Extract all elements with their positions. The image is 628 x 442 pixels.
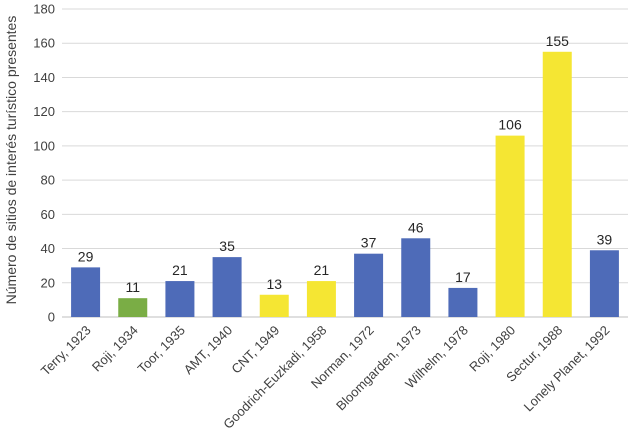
y-tick-label: 0 [48,310,55,325]
bar [306,281,336,317]
x-tick-label: Roji, 1934 [89,323,141,375]
data-label: 39 [597,231,613,247]
value-labels: 29 11 21 35 13 21 37 46 17 106 155 39 [78,33,613,295]
bar [165,281,195,317]
data-label: 21 [314,262,330,278]
gridlines [62,8,628,318]
y-tick-label: 120 [33,104,55,119]
bar [401,238,431,317]
bar [542,51,572,318]
data-label: 21 [172,262,188,278]
x-tick-label: Toor, 1935 [134,323,188,377]
bar [212,257,242,317]
data-label: 35 [219,238,235,254]
data-label: 37 [361,235,377,251]
y-tick-label: 20 [41,275,55,290]
y-tick-label: 80 [41,173,55,188]
y-tick-label: 100 [33,138,55,153]
bar [71,267,101,317]
y-tick-label: 40 [41,241,55,256]
data-label: 17 [455,269,471,285]
bar [259,294,289,317]
x-tick-label: AMT, 1940 [181,323,236,378]
y-axis-ticks: 0 20 40 60 80 100 120 140 160 180 [33,2,55,325]
bars [71,51,619,318]
data-label: 106 [498,117,522,133]
x-tick-label: Lonely Planet, 1992 [521,323,613,415]
y-tick-label: 60 [41,207,55,222]
bar [448,287,478,317]
bar [589,250,619,317]
y-tick-label: 140 [33,70,55,85]
x-tick-label: Terry, 1923 [38,323,94,379]
y-axis-label: Número de sitios de interés turístico pr… [3,16,19,305]
y-tick-label: 180 [33,2,55,17]
bar [354,253,384,317]
bar [495,135,525,317]
bar [118,298,148,317]
data-label: 46 [408,219,424,235]
data-label: 11 [125,279,140,295]
x-tick-label: Bloomgarden, 1973 [333,323,424,414]
data-label: 155 [546,33,570,49]
data-label: 29 [78,248,94,264]
y-tick-label: 160 [33,36,55,51]
data-label: 13 [266,276,282,292]
